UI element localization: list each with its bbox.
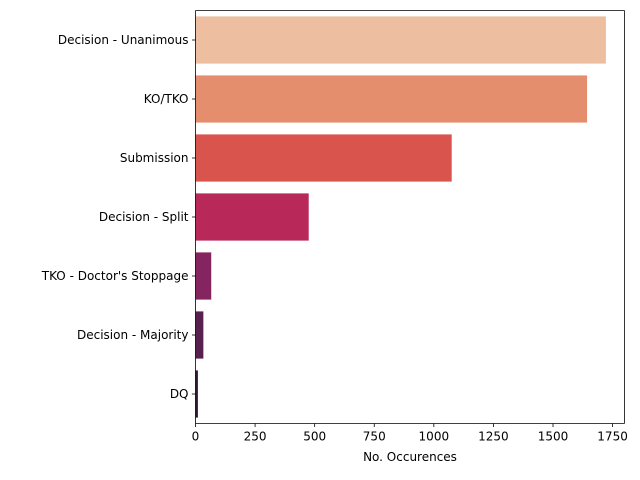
x-tick-label: 1750 [597,430,628,444]
y-tick-label: KO/TKO [144,92,189,106]
axes-spines [195,10,625,424]
y-tick-label: Submission [120,151,189,165]
x-ticks-group: 0 250 500 750 1000 1250 1500 1750 [192,423,628,444]
x-tick-label: 1500 [538,430,569,444]
bar-decision-split [195,193,309,241]
bar-decision-unanimous [195,16,606,64]
bars-group [195,16,606,418]
x-tick-label: 1250 [478,430,509,444]
bar-dq [195,370,198,418]
x-tick-label: 750 [363,430,386,444]
y-ticks-group: Decision - Unanimous KO/TKO Submission Deci… [41,33,196,401]
y-tick-label: Decision - Unanimous [58,33,189,47]
y-tick-label: Decision - Split [99,210,189,224]
x-tick-label: 1000 [419,430,450,444]
bar-ko-tko [195,75,588,123]
y-tick-label: Decision - Majority [77,328,189,342]
x-tick-label: 250 [244,430,267,444]
bar-decision-majority [195,311,204,359]
x-tick-label: 500 [303,430,326,444]
x-tick-label: 0 [192,430,200,444]
y-tick-label: DQ [170,387,189,401]
bar-tko-doctor-s-stoppage [195,252,212,300]
x-axis-label: No. Occurences [363,450,457,464]
bar-submission [195,134,452,182]
y-tick-label: TKO - Doctor's Stoppage [41,269,189,283]
